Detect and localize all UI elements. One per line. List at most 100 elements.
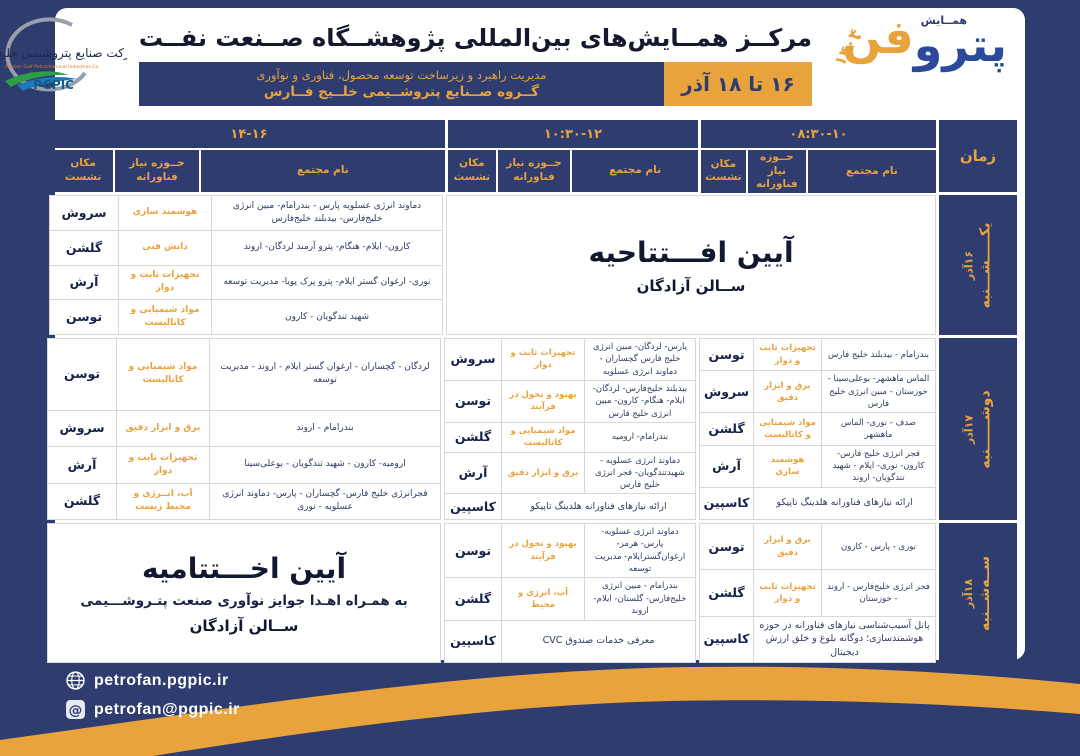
venue-cell: کاسپین xyxy=(703,495,750,511)
slot-group: پارس- لردگان- مبین انرژی خلیج فارس گچسار… xyxy=(444,338,696,520)
tech-need-cell: برق و ابزار دقیق xyxy=(501,452,584,494)
day-label-cell: ۱۸آذر ســه‌شــنبه xyxy=(939,523,1017,663)
col-complex-name: نام مجتمع xyxy=(200,150,445,192)
merged-session-cell: ارائه نیازهای فناورانه هلدینگ تاپیکو xyxy=(753,487,935,519)
closing-ceremony-cell: آیین اخـــتتامیه به همـراه اهـدا جوایز نو… xyxy=(47,523,441,663)
day-name: یکـــــشـــنبه xyxy=(977,222,994,308)
table-header: زمان ۰۸:۳۰-۱۰ نام مجتمع حــوزه نیاز فناو… xyxy=(53,120,1017,193)
tech-need-cell: مواد شیمیایی و کاتالیست xyxy=(501,422,584,452)
venue-cell: گلشن xyxy=(454,429,492,445)
complex-names-cell: دماوند انرژی عسلویه- پارس- هرمز- ارغوان‌… xyxy=(584,524,695,578)
globe-icon xyxy=(66,671,85,690)
website-text: petrofan.pgpic.ir xyxy=(94,671,229,689)
ceremony-subtitle: به همـراه اهـدا جوایز نوآوری صنعت پتـروش… xyxy=(80,592,408,609)
slot-time-label: ۰۸:۳۰-۱۰ xyxy=(701,120,936,148)
venue-cell: توسن xyxy=(708,538,745,554)
tech-need-cell: آب، انــرژی و محیط زیست xyxy=(116,483,209,520)
table-row: دماوند انرژی عسلویه - شهیدتندگویان- فجر … xyxy=(445,452,695,495)
complex-names-cell: بندرامام - مبین انرژی خلیج‌فارس- گلستان-… xyxy=(584,578,695,620)
table-row: نوری - پارس - کارون برق و ابزار دقیق توسن xyxy=(700,524,935,571)
content-card: همــایش پتروفن ۱۴۰۴ مرکــز همــایش‌های ب… xyxy=(0,8,1025,663)
email-text: petrofan@pgpic.ir xyxy=(94,700,240,718)
venue-cell: توسن xyxy=(454,393,492,409)
website-link[interactable]: petrofan.pgpic.ir xyxy=(65,670,240,691)
tech-need-cell: آب، انرژی و محیط xyxy=(501,578,584,620)
email-link[interactable]: @ petrofan@pgpic.ir xyxy=(65,699,240,720)
col-tech-need: حــوزه نیاز فناورانه xyxy=(497,150,571,192)
schedule-table: زمان ۰۸:۳۰-۱۰ نام مجتمع حــوزه نیاز فناو… xyxy=(47,120,1017,663)
table-row: بندرامام - اروند برق و ابزار دقیق سروش xyxy=(48,410,440,448)
table-row: شهید تندگویان - کارون مواد شیمیایی و کاتا… xyxy=(50,300,442,334)
slot-group: بندرامام - بیدبلند خلیج فارس تجهیزات ثابت… xyxy=(699,338,936,520)
complex-names-cell: صدف - نوری- الماس ماهشهر xyxy=(821,413,935,445)
table-row: لردگان - گچساران - ارغوان گستر ایلام - ا… xyxy=(48,339,440,411)
venue-cell: توسن xyxy=(65,309,103,325)
table-row: فجر انرژی خلیج فارس- کارون- نوری- ایلام … xyxy=(700,445,935,488)
table-row: ارائه نیازهای فناورانه هلدینگ تاپیکو کاسپ… xyxy=(700,487,935,519)
tech-need-cell: تجهیزات ثابت و دوار xyxy=(501,339,584,380)
day-label-cell: ۱۷آذر دوشــــــنبه xyxy=(939,338,1017,520)
pgpic-abbr: PGPIC xyxy=(33,78,74,92)
table-row: فجر انرژی خلیج‌فارس - اروند - خوزستان تجه… xyxy=(700,570,935,617)
complex-names-cell: ارومیه- کارون - شهید تندگویان - بوعلی‌سی… xyxy=(209,447,440,483)
venue-cell: کاسپین xyxy=(703,631,750,647)
table-row: بندرامام - مبین انرژی خلیج‌فارس- گلستان-… xyxy=(445,578,695,621)
tech-need-cell: بهبود و تحول در فرآیند xyxy=(501,524,584,578)
complex-names-cell: شهید تندگویان - کارون xyxy=(211,300,442,334)
venue-cell: گلشن xyxy=(708,420,745,436)
table-row: پانل آسیب‌شناسی نیازهای فناورانه در حوزه… xyxy=(700,616,935,662)
date-badge: ۱۶ تا ۱۸ آذر xyxy=(664,62,812,106)
tech-need-cell: تجهیزات ثابت و دوار xyxy=(753,339,821,371)
ceremony-title: آیین اخـــتتامیه xyxy=(141,551,347,585)
merged-session-cell: ارائه نیازهای فناورانه هلدینگ تاپیکو xyxy=(501,494,695,519)
organizer-band: مدیریت راهبرد و زیرساخت توسعه محصول، فنا… xyxy=(138,62,664,106)
day-label-cell: ۱۶آذر یکـــــشـــنبه xyxy=(939,195,1017,335)
day-row: ۱۸آذر ســه‌شــنبه نوری - پارس - کارون برق و… xyxy=(47,523,1017,663)
complex-names-cell: بندرامام - بیدبلند خلیج فارس xyxy=(821,339,935,371)
complex-names-cell: فجر انرژی خلیج فارس- کارون- نوری- ایلام … xyxy=(821,445,935,487)
ceremony-hall: ســالن آزادگان xyxy=(636,276,746,295)
day-label: ۱۸آذر ســه‌شــنبه xyxy=(963,555,994,630)
svg-text:@: @ xyxy=(69,702,83,718)
col-venue: مکان نشست xyxy=(701,150,746,193)
venue-cell: آرش xyxy=(712,458,741,474)
slot-group: دماوند انرژی عسلویه پارس - بندرامام- مبی… xyxy=(49,195,443,335)
ceremony-hall: ســالن آزادگان xyxy=(189,616,299,635)
pgpic-fa-name: شرکت صنایع پتروشیمی خلیج فارس xyxy=(0,46,127,61)
table-row: بیدبلند خلیج‌فارس- لردگان- ایلام- هنگام-… xyxy=(445,380,695,423)
day-date: ۱۶آذر xyxy=(962,250,976,280)
col-tech-need: حــوزه نیاز فناورانه xyxy=(115,150,199,192)
complex-names-cell: دماوند انرژی عسلویه - شهیدتندگویان- فجر … xyxy=(584,452,695,494)
merged-session-cell: معرفی خدمات صندوق CVC xyxy=(501,620,695,662)
complex-names-cell: فجرانرژی خلیج فارس- گچساران - پارس- دماو… xyxy=(209,483,440,520)
tech-need-cell: هوشمند سازی xyxy=(118,196,211,230)
day-date: ۱۸آذر xyxy=(962,578,976,608)
tech-need-cell: برق و ابزار دقیق xyxy=(753,371,821,413)
tech-need-cell: بهبود و تحول در فرآیند xyxy=(501,380,584,422)
col-complex-name: نام مجتمع xyxy=(807,150,936,193)
complex-names-cell: فجر انرژی خلیج‌فارس - اروند - خوزستان xyxy=(821,570,935,616)
venue-cell: گلشن xyxy=(708,584,745,600)
opening-ceremony-cell: آیین افـــتتاحیه ســالن آزادگان xyxy=(446,195,936,335)
page-title: مرکــز همــایش‌های بین‌المللی پژوهشــگاه… xyxy=(138,24,812,52)
tech-need-cell: تجهیزات ثابت و دوار xyxy=(118,265,211,300)
slot-subheader: نام مجتمع حــوزه نیاز فناورانه مکان نشست xyxy=(701,150,936,193)
table-row: صدف - نوری- الماس ماهشهر مواد شیمیایی و ک… xyxy=(700,413,935,446)
venue-cell: توسن xyxy=(454,542,492,558)
slot-group: دماوند انرژی عسلویه- پارس- هرمز- ارغوان‌… xyxy=(444,523,696,663)
table-row: دماوند انرژی عسلویه پارس - بندرامام- مبی… xyxy=(50,196,442,231)
complex-names-cell: کارون- ایلام- هنگام- پترو آرمند لردگان- … xyxy=(211,230,442,265)
petrofan-wordmark: پتروفن xyxy=(842,14,1007,68)
complex-names-cell: لردگان - گچساران - ارغوان گستر ایلام - ا… xyxy=(209,339,440,410)
day-label: ۱۷آذر دوشــــــنبه xyxy=(962,390,993,468)
day-row: ۱۶آذر یکـــــشـــنبه آیین افـــتتاحیه ســال… xyxy=(49,195,1017,335)
day-row: ۱۷آذر دوشــــــنبه بندرامام - بیدبلند خلیج… xyxy=(47,338,1017,520)
day-name: ســه‌شــنبه xyxy=(977,555,994,631)
time-column-header: زمان xyxy=(939,120,1017,192)
venue-cell: سروش xyxy=(450,351,496,367)
ceremony-title: آیین افـــتتاحیه xyxy=(588,235,794,269)
venue-cell: سروش xyxy=(59,420,105,436)
complex-names-cell: نوری - پارس - کارون xyxy=(821,524,935,570)
venue-cell: آرش xyxy=(69,274,99,290)
